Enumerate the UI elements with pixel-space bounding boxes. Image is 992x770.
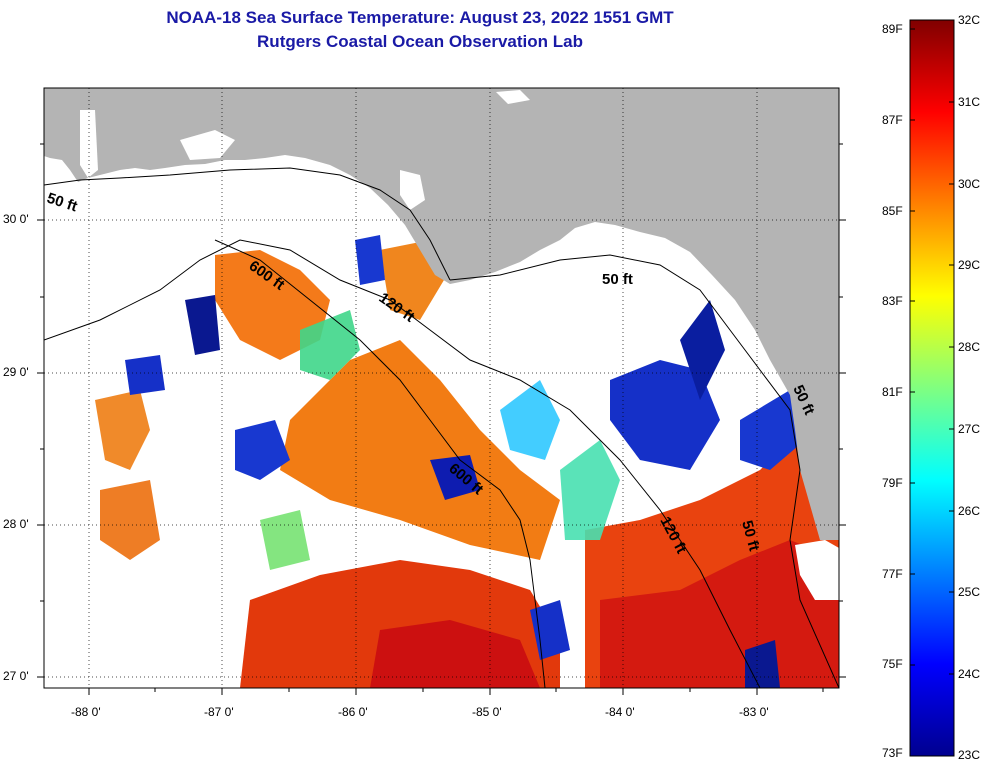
bay-tampa [795,540,839,600]
sst-region-orange-west [95,390,150,470]
lon-label-83: -83 0' [739,705,769,719]
contour-label-4: 50 ft [602,271,633,288]
colorbar-c-29: 29C [958,258,981,272]
colorbar-c-32: 32C [958,13,981,27]
colorbar-f-79: 79F [882,476,903,490]
contour-120ft [44,239,761,688]
sst-region-blue-2 [680,300,725,400]
sst-region-hot-south [370,620,540,688]
map-title: NOAA-18 Sea Surface Temperature: August … [166,8,674,27]
map-subtitle: Rutgers Coastal Ocean Observation Lab [257,32,583,51]
bay-apalachee [400,170,425,210]
colorbar-f-89: 89F [882,22,903,36]
colorbar-f-83: 83F [882,294,903,308]
sst-region-blue-3 [235,420,290,480]
colorbar-f-81: 81F [882,385,903,399]
sst-region-cyan-1 [500,380,560,460]
lon-label-84: -84 0' [605,705,635,719]
sst-region-hot-se [600,540,839,688]
land-mass [44,88,839,540]
colorbar-f-87: 87F [882,113,903,127]
colorbar-c-25: 25C [958,585,981,599]
bay-pensacola [180,130,235,160]
sst-region-blue-10 [355,235,385,285]
colorbar-c-24: 24C [958,667,981,681]
sst-region-blue-9 [530,600,570,660]
lat-label-29: 29 0' [3,365,29,379]
sst-region-green-2 [560,440,620,540]
lon-label-87: -87 0' [204,705,234,719]
sst-region-blue-1 [610,360,720,470]
axis-ticks [37,143,846,695]
colorbar-c-23: 23C [958,748,981,762]
sst-region-blue-5 [125,355,165,395]
colorbar-c-31: 31C [958,95,981,109]
sst-region-blue-7 [740,390,805,470]
colorbar-f-73: 73F [882,746,903,760]
lon-label-88: -88 0' [71,705,101,719]
contour-600ft [214,239,546,688]
graticule [44,88,839,688]
lon-label-85: -85 0' [472,705,502,719]
colorbar [909,19,955,757]
colorbar-f-85: 85F [882,204,903,218]
colorbar-f-75: 75F [882,657,903,671]
map-frame [43,87,840,689]
lat-label-28: 28 0' [3,517,29,531]
colorbar-c-28: 28C [958,340,981,354]
sst-region-blue-6 [185,295,220,355]
lat-label-30: 30 0' [3,212,29,226]
lon-label-86: -86 0' [338,705,368,719]
lat-label-27: 27 0' [3,669,29,683]
contour-50ft-east [449,254,839,688]
colorbar-c-27: 27C [958,422,981,436]
colorbar-c-30: 30C [958,177,981,191]
colorbar-c-26: 26C [958,504,981,518]
colorbar-f-77: 77F [882,567,903,581]
colorbar-ticks [910,19,954,675]
lake-white [496,90,530,104]
sst-region-orange-west2 [100,480,160,560]
